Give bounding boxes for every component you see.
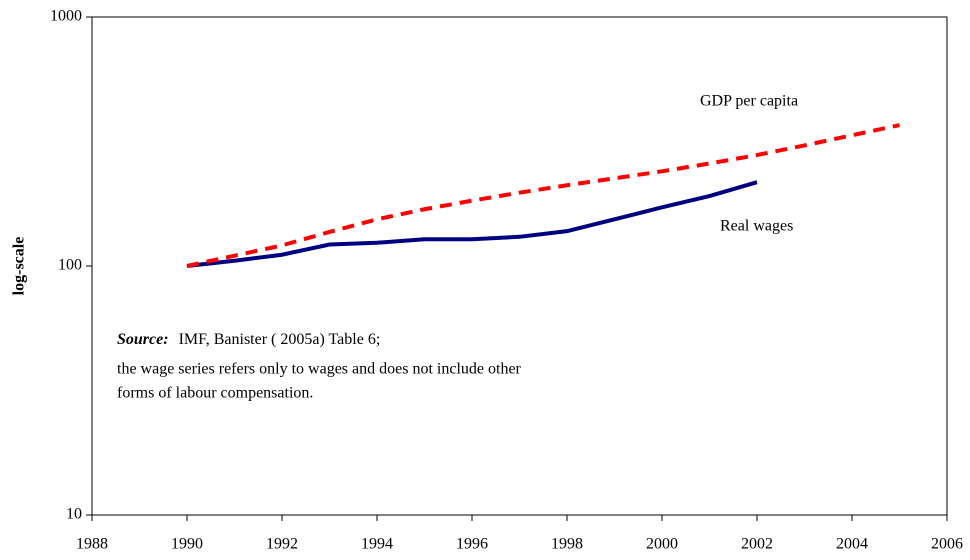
x-tick-label: 1994 bbox=[361, 536, 393, 553]
x-tick-label: 1998 bbox=[551, 536, 583, 553]
x-tick-label: 1992 bbox=[266, 536, 298, 553]
source-line: IMF, Banister ( 2005a) Table 6; bbox=[179, 331, 381, 348]
source-line: forms of labour compensation. bbox=[117, 385, 313, 402]
source-line: the wage series refers only to wages and… bbox=[117, 361, 522, 378]
y-tick-label: 10 bbox=[66, 506, 82, 523]
plot-frame bbox=[91, 16, 948, 516]
x-tick-label: 2002 bbox=[741, 536, 773, 553]
series-label: GDP per capita bbox=[700, 93, 798, 110]
series-line bbox=[186, 180, 758, 268]
series-line bbox=[186, 123, 900, 268]
y-tick-label: 1000 bbox=[50, 8, 82, 25]
x-tick-label: 2000 bbox=[646, 536, 678, 553]
x-tick-label: 2004 bbox=[836, 536, 868, 553]
series-label: Real wages bbox=[720, 218, 793, 235]
y-axis-label: log-scale bbox=[11, 237, 28, 296]
y-tick-label: 100 bbox=[58, 257, 82, 274]
source-note: Source: IMF, Banister ( 2005a) Table 6; bbox=[117, 331, 380, 348]
source-label: Source: bbox=[117, 331, 169, 348]
x-tick-label: 1996 bbox=[456, 536, 488, 553]
x-tick-label: 2006 bbox=[931, 536, 963, 553]
x-tick-label: 1990 bbox=[171, 536, 203, 553]
x-tick-label: 1988 bbox=[76, 536, 108, 553]
